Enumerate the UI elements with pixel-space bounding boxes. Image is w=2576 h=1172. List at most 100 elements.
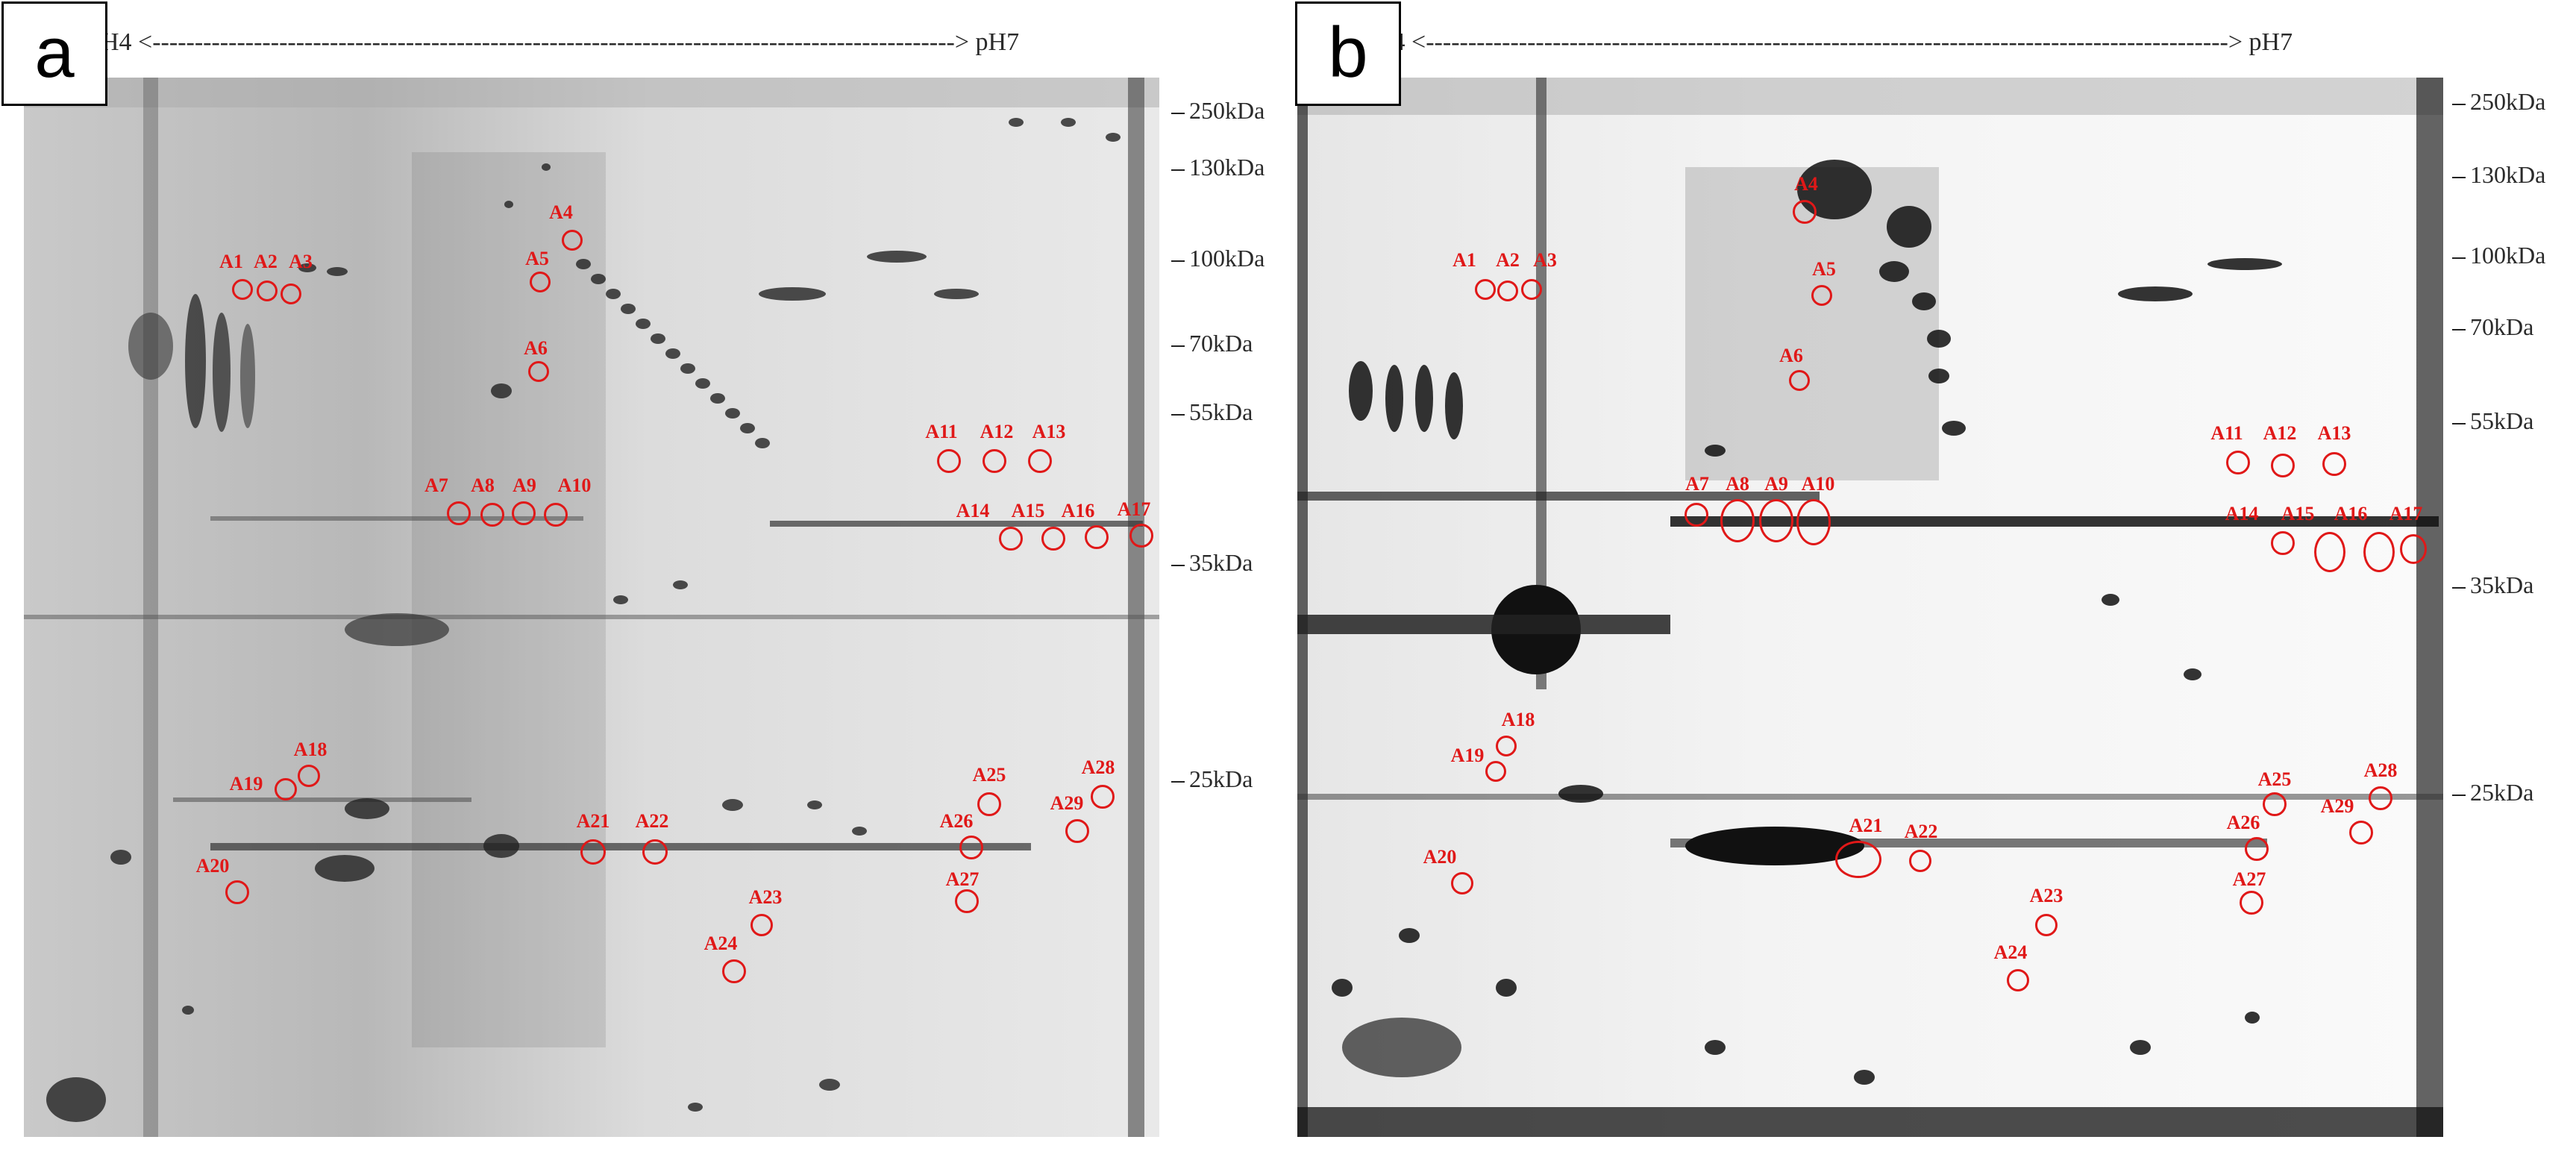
spot-label: A17 (1117, 498, 1151, 520)
spot-label: A10 (557, 474, 592, 496)
spot-label: A14 (956, 500, 990, 521)
spot-circle (1793, 200, 1817, 224)
spot-circle (1759, 499, 1793, 542)
spot-circle (722, 959, 746, 983)
spot-label: A21 (1849, 815, 1883, 836)
spot-circle (1835, 841, 1881, 878)
spot-circle (937, 449, 961, 473)
spot-label: A3 (1533, 249, 1557, 271)
mw-marker: 35kDa (1171, 549, 1253, 577)
spot-circle (1485, 761, 1506, 782)
mw-marker: 130kDa (2452, 161, 2545, 189)
spot-label: A8 (1726, 473, 1749, 495)
panel-letter: b (1295, 1, 1401, 106)
spot-label: A20 (1423, 846, 1457, 868)
spot-circle (999, 527, 1023, 551)
spot-circle (2263, 792, 2287, 816)
spot-label: A12 (980, 421, 1014, 442)
spot-label: A6 (524, 337, 548, 359)
gel-background (24, 78, 1159, 1137)
spot-circle (1085, 525, 1109, 549)
spot-circle (2226, 451, 2250, 474)
spot-circle (562, 230, 583, 251)
spot-circle (1685, 503, 1708, 527)
spot-label: A28 (1081, 756, 1115, 778)
spot-label: A28 (2363, 759, 2398, 781)
mw-marker: 35kDa (2452, 571, 2533, 599)
spot-circle (281, 283, 301, 304)
spot-label: A27 (2232, 868, 2266, 890)
spot-circle (1129, 524, 1153, 548)
spot-label: A22 (1904, 821, 1938, 842)
spot-circle (580, 839, 606, 865)
spot-circle (2322, 452, 2346, 476)
spot-label: A4 (549, 201, 573, 223)
mw-marker: 100kDa (1171, 245, 1265, 272)
spot-label: A24 (703, 933, 738, 954)
spot-label: A6 (1779, 345, 1803, 366)
spot-label: A17 (2389, 503, 2423, 524)
spot-label: A9 (513, 474, 536, 496)
ph-gradient-label: pH4 <-----------------------------------… (88, 28, 1020, 56)
spot-circle (298, 765, 320, 787)
spot-circle (1811, 285, 1832, 306)
spot-circle (1497, 281, 1518, 301)
gel-image (1297, 78, 2443, 1137)
spot-label: A2 (1496, 249, 1520, 271)
spot-circle (2007, 969, 2029, 991)
spot-circle (750, 914, 773, 936)
spot-circle (1720, 499, 1755, 542)
gel-panel-a: pH4 <-----------------------------------… (0, 0, 1279, 1172)
spot-label: A11 (2210, 422, 2243, 444)
spot-circle (2271, 531, 2295, 555)
spot-circle (225, 880, 249, 904)
spot-circle (2400, 534, 2427, 564)
spot-circle (1451, 872, 1473, 894)
spot-circle (2363, 532, 2395, 572)
spot-label: A23 (2029, 885, 2063, 906)
ph-gradient-label: pH4 <-----------------------------------… (1361, 28, 2293, 56)
mw-marker: 55kDa (2452, 407, 2533, 435)
spot-label: A19 (229, 773, 263, 795)
spot-label: A1 (219, 251, 243, 272)
mw-marker: 70kDa (1171, 330, 1253, 357)
spot-circle (480, 503, 504, 527)
spot-circle (257, 281, 278, 301)
spot-circle (544, 503, 568, 527)
spot-circle (528, 361, 549, 382)
spot-label: A5 (1812, 258, 1836, 280)
spot-label: A22 (635, 810, 669, 832)
spot-circle (1789, 370, 1810, 391)
mw-marker: 250kDa (2452, 88, 2545, 116)
gel-image (24, 78, 1159, 1137)
mw-marker: 25kDa (1171, 765, 1253, 793)
spot-label: A5 (525, 248, 549, 269)
spot-circle (1475, 279, 1496, 300)
spot-circle (512, 501, 536, 525)
spot-label: A9 (1764, 473, 1788, 495)
spot-label: A12 (2263, 422, 2297, 444)
spot-circle (1041, 527, 1065, 551)
spot-label: A13 (2317, 422, 2351, 444)
spot-label: A26 (939, 810, 974, 832)
spot-label: A7 (1685, 473, 1709, 495)
spot-circle (232, 279, 253, 300)
panel-letter: a (1, 1, 107, 106)
spot-label: A1 (1452, 249, 1476, 271)
spot-label: A20 (195, 855, 230, 877)
spot-circle (1496, 736, 1517, 756)
spot-circle (2271, 454, 2295, 477)
spot-circle (2349, 821, 2373, 844)
spot-circle (2245, 837, 2269, 861)
spot-label: A24 (1993, 941, 2028, 963)
spot-label: A23 (748, 886, 783, 908)
spot-circle (1028, 449, 1052, 473)
spot-circle (2369, 786, 2392, 810)
spot-label: A19 (1450, 745, 1485, 766)
spot-circle (275, 778, 297, 800)
spot-label: A26 (2226, 812, 2260, 833)
spot-circle (959, 836, 983, 859)
spot-circle (447, 501, 471, 525)
spot-circle (1909, 850, 1931, 872)
spot-circle (1091, 785, 1115, 809)
